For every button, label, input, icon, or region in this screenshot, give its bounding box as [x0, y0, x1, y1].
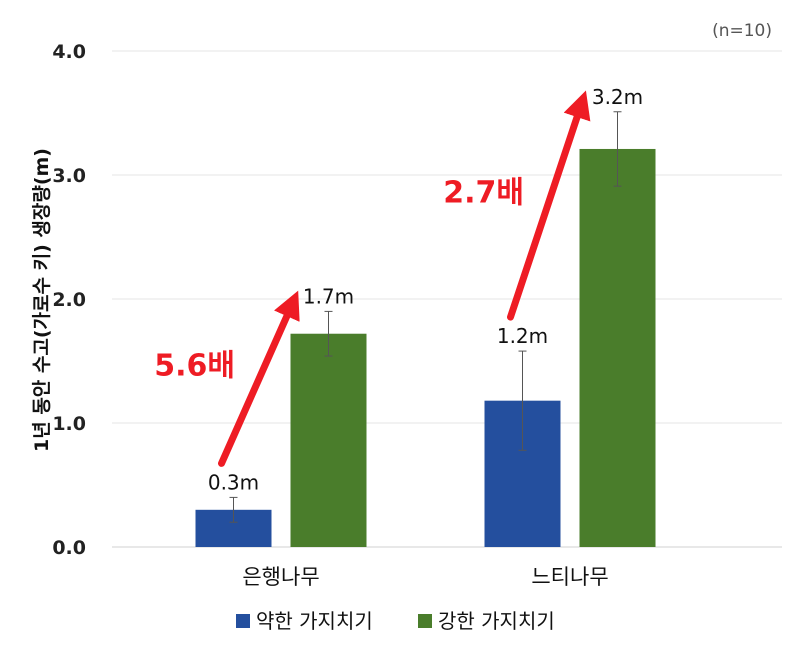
- y-tick-label: 2.0: [52, 289, 86, 311]
- legend-swatch-weak: [236, 614, 250, 628]
- gridlines: [112, 50, 782, 548]
- data-label: 1.2m: [497, 324, 548, 348]
- growth-arrows: [218, 90, 591, 467]
- labels: 0.0 1.0 2.0 3.0 4.0 은행나무 느티나무 0.3m 1.2m 1.7m 3.2m 5…: [52, 41, 643, 589]
- y-tick-label: 0.0: [52, 537, 86, 559]
- category-label: 은행나무: [242, 565, 319, 589]
- y-tick-label: 4.0: [52, 41, 86, 63]
- sample-size-note: (n=10): [712, 21, 772, 41]
- legend: 약한 가지치기 강한 가지치기: [236, 609, 555, 633]
- growth-arrow: [218, 290, 300, 467]
- y-tick-label: 3.0: [52, 165, 86, 187]
- data-label: 1.7m: [303, 284, 354, 308]
- bar: [579, 148, 656, 547]
- data-label: 3.2m: [592, 85, 643, 109]
- ratio-label: 5.6배: [154, 348, 235, 383]
- data-label: 0.3m: [208, 470, 259, 494]
- y-tick-label: 1.0: [52, 413, 86, 435]
- y-axis-title: 1년 동안 수고(가로수 키) 생장량(m): [31, 148, 53, 452]
- category-label: 느티나무: [531, 565, 608, 589]
- growth-arrow: [507, 90, 591, 321]
- bars: [195, 148, 656, 547]
- legend-label-weak: 약한 가지치기: [256, 609, 373, 633]
- error-bars: [229, 111, 622, 523]
- legend-label-strong: 강한 가지치기: [438, 609, 555, 633]
- bar: [290, 333, 367, 547]
- ratio-label: 2.7배: [443, 175, 524, 210]
- legend-swatch-strong: [418, 614, 432, 628]
